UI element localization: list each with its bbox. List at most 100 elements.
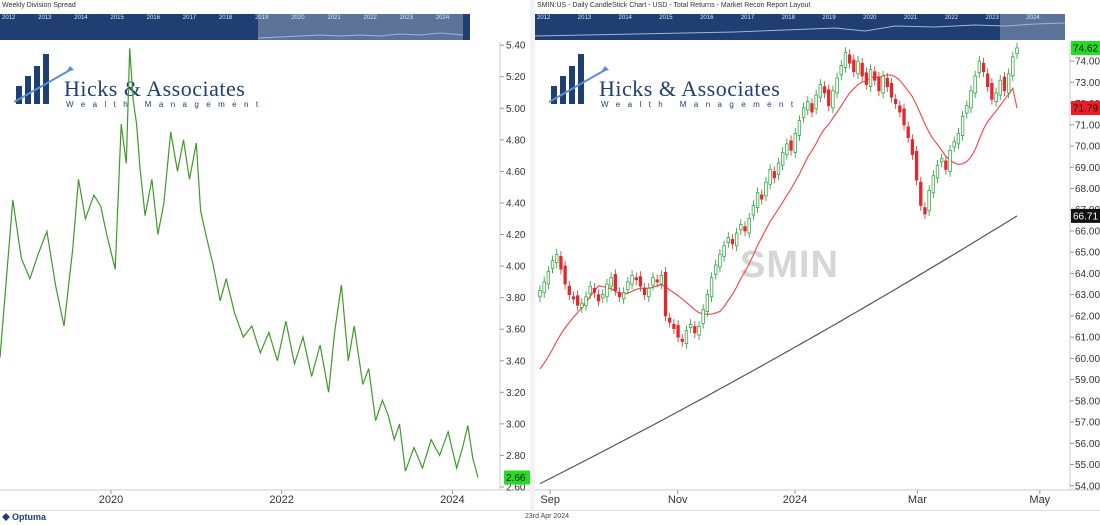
navigator-year-label: 2017 [740,15,755,21]
candle-body [751,205,756,216]
right-y-tick-label: 58.00 [1075,396,1100,407]
candle-body [605,283,609,298]
candle-body [814,94,818,110]
candle-body [555,253,559,264]
navigator-year-label: 2018 [218,15,233,21]
candle-body [1002,76,1007,92]
candle-body [588,285,592,294]
candle-body [981,62,986,73]
right-timeline-navigator[interactable]: 2012 2013 2014 2015 2016 2017 2018 2019 2020 2021… [535,14,1065,40]
hicks-logo-left: Hicks & Associates Wealth Management [14,46,266,109]
candle-body [580,302,584,308]
candle-body [990,83,994,100]
candle-body [747,217,751,234]
candle-body [806,101,810,111]
candle-body [948,149,952,172]
candle-body [944,160,948,170]
candle-body [651,277,655,286]
logo-subtitle: Wealth Management [66,100,266,109]
panel-divider[interactable] [530,0,535,510]
left-line-chart: 2.60 2.80 3.00 3.20 3.40 3.60 3.80 4.00 4.20 4.40… [0,41,530,506]
right-y-tick-label: 66.00 [1075,226,1100,237]
candle-body [768,169,772,185]
candle-body [923,207,927,215]
candle-body [613,274,617,291]
hicks-logo-right: Hicks & Associates Wealth Management [549,46,801,109]
candle-body [722,245,726,257]
candle-body [793,132,797,153]
left-y-tick-label: 3.80 [506,293,526,304]
price-tag [1071,40,1100,55]
navigator-year-label: 2021 [327,15,341,21]
left-y-tick-label: 3.40 [506,356,526,367]
right-x-tick-label: 2024 [783,494,807,506]
candle-body [789,140,793,151]
price-tag [1071,101,1100,116]
candle-body [655,279,659,283]
right-navigator-window[interactable] [1000,14,1065,40]
left-navigator-years: 2012 2013 2014 2015 2016 2017 2018 2019 2020 2021… [0,15,470,23]
footer-bar: Optuma 23rd Apr 2024 [0,510,1100,525]
navigator-year-label: 2020 [291,15,305,21]
left-y-tick-label: 2.60 [506,483,526,494]
candle-body [596,294,601,302]
candle-body [898,105,902,113]
candle-body [860,62,864,77]
candle-body [810,103,814,113]
right-y-tick-label: 70.00 [1075,142,1100,153]
candle-body [739,224,743,231]
candle-body [718,253,722,268]
optuma-brand: Optuma [2,512,46,522]
right-y-tick-label: 60.00 [1075,354,1100,365]
left-timeline-navigator[interactable]: 2012 2013 2014 2015 2016 2017 2018 2019 2020 2021… [0,14,470,40]
candle-body [663,272,668,317]
candle-body [965,105,969,114]
candle-body [935,164,940,179]
right-y-tick-label: 64.00 [1075,269,1100,280]
candle-body [952,141,956,148]
candle-body [735,232,739,247]
navigator-year-label: 2023 [399,15,414,21]
candle-body [672,324,676,329]
candle-body [919,181,923,206]
right-y-tick-label: 69.00 [1075,163,1100,174]
last-value-tag [504,470,530,485]
right-y-tick-label: 54.00 [1075,481,1100,492]
last-value-label: 2.66 [506,473,526,484]
candle-body [567,285,571,296]
candle-body [873,71,877,81]
candle-body [960,115,965,136]
right-y-tick-label: 55.00 [1075,460,1100,471]
left-y-tick-label: 5.20 [506,72,526,83]
candle-body [697,326,701,336]
left-y-tick-label: 5.00 [506,104,526,115]
navigator-year-label: 2012 [2,15,16,21]
candle-body [797,120,802,136]
logo-subtitle: Wealth Management [601,100,801,109]
right-y-tick-label: 65.00 [1075,248,1100,259]
candle-body [822,86,827,94]
candle-body [764,181,768,197]
candle-body [881,75,885,94]
candle-body [902,108,906,126]
left-y-tick-label: 3.00 [506,419,526,430]
candle-body [684,330,689,344]
right-y-tick-label: 74.00 [1075,57,1100,68]
candle-body [1006,73,1011,94]
candle-body [550,260,555,269]
right-y-tick-label: 63.00 [1075,290,1100,301]
right-x-tick-label: Sep [540,494,560,506]
navigator-year-label: 2019 [822,15,836,21]
navigator-year-label: 2015 [659,15,673,21]
candle-body [709,277,714,298]
right-y-tick-label: 57.00 [1075,418,1100,429]
left-y-tick-label: 4.60 [506,167,526,178]
candle-body [617,292,622,298]
navigator-year-label: 2022 [363,15,377,21]
left-navigator-window[interactable] [258,14,463,40]
right-y-tick-label: 59.00 [1075,375,1100,386]
candle-body [726,236,730,243]
candle-body [914,150,919,181]
symbol-watermark: SMIN [740,244,839,286]
candle-body [847,54,852,64]
